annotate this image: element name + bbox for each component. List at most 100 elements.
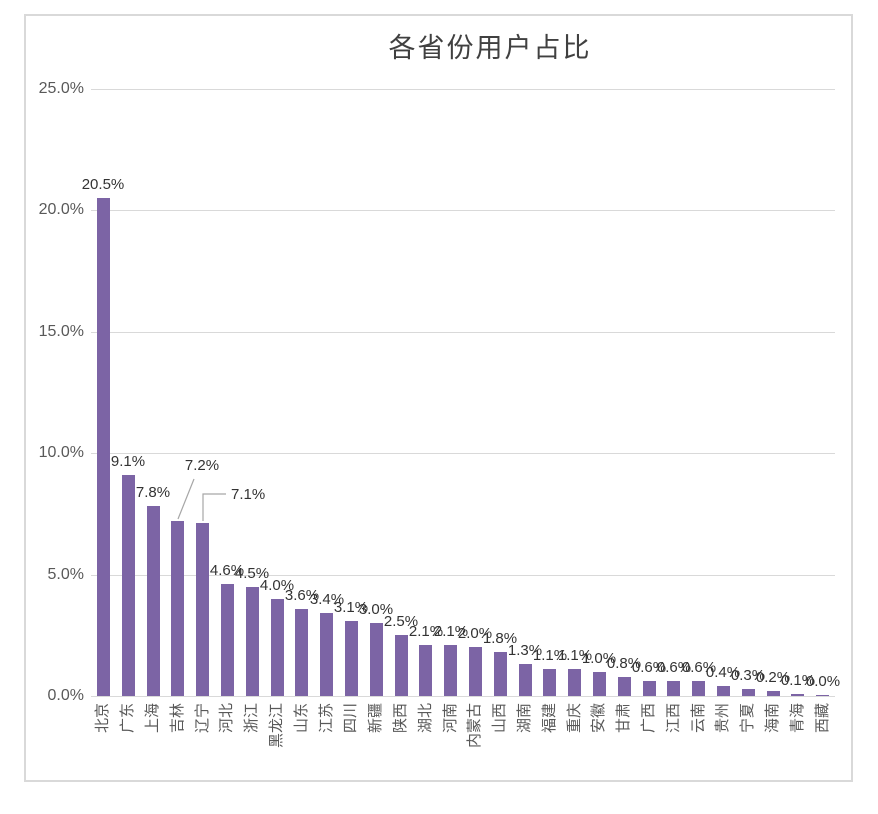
x-axis-category-label: 上海 xyxy=(144,703,161,734)
bar-data-label: 2.0% xyxy=(457,625,493,642)
x-axis-category-label: 江西 xyxy=(665,703,682,734)
y-gridline xyxy=(91,696,835,697)
y-axis-tick-label: 0.0% xyxy=(47,687,84,704)
bar-data-label: 7.8% xyxy=(135,484,171,501)
x-axis-category-label: 宁夏 xyxy=(739,703,756,734)
bar xyxy=(271,599,284,696)
x-axis-category-label: 吉林 xyxy=(169,703,186,734)
x-axis-category-label: 青海 xyxy=(789,703,806,734)
y-axis-tick-label: 10.0% xyxy=(38,444,84,461)
chart-frame xyxy=(24,14,853,782)
x-axis-category-label: 陕西 xyxy=(392,703,409,734)
bar xyxy=(320,613,333,696)
x-axis-category-label: 河北 xyxy=(218,703,235,734)
bar xyxy=(122,475,135,696)
x-axis-category-label: 山东 xyxy=(293,703,310,734)
x-axis-category-label: 贵州 xyxy=(714,703,731,734)
bar-data-label: 2.5% xyxy=(383,613,419,630)
y-gridline xyxy=(91,453,835,454)
x-axis-category-label: 云南 xyxy=(690,703,707,734)
bar-data-label: 0.0% xyxy=(805,673,841,690)
x-axis-category-label: 西藏 xyxy=(814,703,831,734)
x-axis-category-label: 福建 xyxy=(541,703,558,734)
y-axis-tick-label: 20.0% xyxy=(38,201,84,218)
y-axis-tick-label: 15.0% xyxy=(38,323,84,340)
bar-data-label: 1.1% xyxy=(557,647,593,664)
bar xyxy=(742,689,755,696)
bar-data-label: 3.0% xyxy=(358,601,394,618)
bar xyxy=(246,587,259,696)
bar-data-label: 0.3% xyxy=(730,667,766,684)
bar-data-label: 4.6% xyxy=(209,562,245,579)
bar xyxy=(667,681,680,696)
x-axis-category-label: 安徽 xyxy=(590,703,607,734)
bar-data-label: 2.1% xyxy=(408,623,444,640)
bar xyxy=(494,652,507,696)
x-axis-category-label: 辽宁 xyxy=(194,703,211,734)
y-gridline xyxy=(91,332,835,333)
x-axis-category-label: 湖北 xyxy=(417,703,434,734)
y-gridline xyxy=(91,575,835,576)
bar xyxy=(147,506,160,696)
x-axis-category-label: 重庆 xyxy=(566,703,583,734)
bar-data-label: 1.1% xyxy=(532,647,568,664)
bar xyxy=(345,621,358,696)
bar-data-label: 0.6% xyxy=(681,659,717,676)
y-gridline xyxy=(91,89,835,90)
bar xyxy=(221,584,234,696)
x-axis-category-label: 浙江 xyxy=(243,703,260,734)
bar-data-label: 3.6% xyxy=(284,587,320,604)
bar xyxy=(593,672,606,696)
bar-data-label: 1.8% xyxy=(482,630,518,647)
bar xyxy=(395,635,408,696)
bar xyxy=(717,686,730,696)
bar-data-label: 1.0% xyxy=(581,650,617,667)
bar-data-label: 0.6% xyxy=(656,659,692,676)
x-axis-category-label: 甘肃 xyxy=(615,703,632,734)
x-axis-category-label: 内蒙古 xyxy=(466,703,483,749)
bar xyxy=(171,521,184,696)
bar-data-label: 2.1% xyxy=(433,623,469,640)
bar xyxy=(370,623,383,696)
chart-title: 各省份用户占比 xyxy=(388,33,592,63)
bar xyxy=(469,647,482,696)
bar-data-label: 4.0% xyxy=(259,577,295,594)
y-axis-tick-label: 5.0% xyxy=(47,566,84,583)
bar-data-label: 3.1% xyxy=(333,599,369,616)
y-gridline xyxy=(91,210,835,211)
bar-data-label: 0.1% xyxy=(780,672,816,689)
bar-data-label-callout: 7.1% xyxy=(231,486,266,503)
bar xyxy=(519,664,532,696)
bar-data-label: 20.5% xyxy=(81,176,125,193)
bar-data-label-callout: 7.2% xyxy=(184,457,220,474)
bar xyxy=(692,681,705,696)
x-axis-category-label: 广西 xyxy=(640,703,657,734)
bar-data-label: 0.4% xyxy=(705,664,741,681)
bar xyxy=(419,645,432,696)
bar-data-label: 1.3% xyxy=(507,642,543,659)
bar-data-label: 3.4% xyxy=(309,591,345,608)
bar-data-label: 0.2% xyxy=(755,669,791,686)
bar-data-label: 4.5% xyxy=(234,565,270,582)
bar-data-label: 9.1% xyxy=(110,453,146,470)
bar xyxy=(791,694,804,696)
bar xyxy=(196,523,209,696)
x-axis-category-label: 江苏 xyxy=(318,703,335,734)
x-axis-category-label: 北京 xyxy=(94,703,111,734)
x-axis-category-label: 湖南 xyxy=(516,703,533,734)
bar xyxy=(643,681,656,696)
x-axis-category-label: 河南 xyxy=(442,703,459,734)
bar-data-label: 0.6% xyxy=(631,659,667,676)
bar xyxy=(618,677,631,696)
bar xyxy=(816,695,829,696)
x-axis-category-label: 新疆 xyxy=(367,703,384,734)
bar xyxy=(295,609,308,696)
bar xyxy=(543,669,556,696)
bar-data-label: 0.8% xyxy=(606,655,642,672)
x-axis-category-label: 海南 xyxy=(764,703,781,734)
x-axis-category-label: 山西 xyxy=(491,703,508,734)
bar xyxy=(444,645,457,696)
x-axis-category-label: 广东 xyxy=(119,703,136,734)
bar xyxy=(97,198,110,696)
